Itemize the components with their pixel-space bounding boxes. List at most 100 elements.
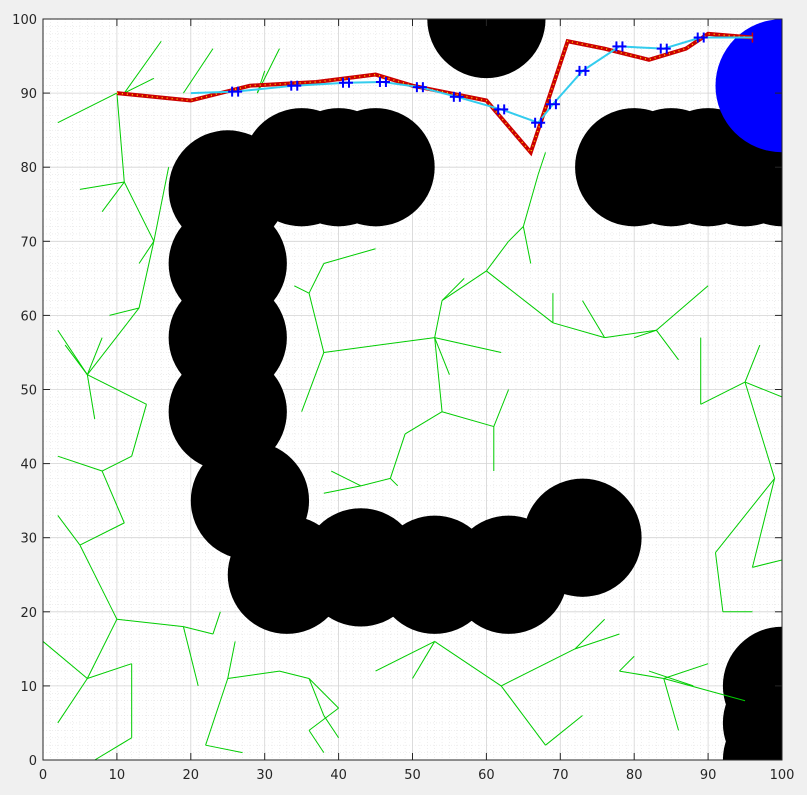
rrt-tree [43,40,782,760]
tree-edge [87,663,132,679]
obstacle-circle [523,478,642,597]
waypoint-marker [228,86,243,97]
waypoint-marker [375,76,390,87]
obstacles [168,19,782,760]
tree-edge [441,277,465,301]
tree-edge [205,678,229,746]
tree-edge [308,263,325,294]
tree-edge [87,374,147,405]
tree-edge [441,270,487,301]
y-tick-label: 80 [20,161,37,176]
tree-edge [360,477,391,487]
tree-edge [123,181,155,242]
tree-edge [308,678,339,709]
waypoint-marker [449,91,464,102]
y-tick-label: 10 [20,680,37,695]
tree-edge [619,655,635,672]
tree-edge [86,307,140,375]
waypoint-marker [338,77,353,88]
tree-edge [101,181,125,212]
waypoint-marker [656,43,671,54]
tree-edge [43,641,88,679]
x-tick-label: 10 [109,768,126,783]
tree-edge [308,678,325,716]
y-tick-label: 70 [20,235,37,250]
waypoint-marker [575,65,590,76]
tree-edge [308,707,339,731]
tree-edge [330,470,361,487]
tree-edge [86,618,118,679]
waypoint-marker [287,80,302,91]
tree-edge [389,478,399,487]
tree-edge [604,329,657,339]
goal-circle [715,19,782,153]
tree-edge [663,678,746,702]
tree-edge [94,737,132,760]
y-tick-label: 20 [20,606,37,621]
tree-edge [545,715,583,746]
tree-edge [205,744,243,754]
y-tick-label: 90 [20,87,37,102]
tree-edge [227,670,280,679]
raw-path-dots [116,33,753,154]
waypoint-marker [531,117,546,128]
tree-edge [714,552,724,612]
tree-edge [752,559,782,568]
tree-edge [574,618,605,650]
tree-edge [648,670,694,687]
tree-edge [116,618,184,628]
tree-edge [182,48,214,94]
y-tick-label: 40 [20,458,37,473]
y-tick-label: 0 [29,754,37,769]
tree-edge [485,241,509,272]
tree-edge [79,181,125,190]
x-tick-labels: 0 10 20 30 40 50 60 70 80 90 100 [39,768,795,783]
y-tick-labels: 0 10 20 30 40 50 60 70 80 90 100 [12,13,37,769]
y-tick-label: 60 [20,309,37,324]
tree-edge [619,670,664,679]
tree-edge [279,670,310,679]
tree-edge [86,374,96,420]
tree-edge [79,522,125,546]
tree-edge [655,329,679,361]
tree-edge [508,226,524,242]
x-tick-label: 30 [256,768,273,783]
tree-edge [101,470,125,524]
tree-edge [434,337,450,375]
tree-edge [663,663,709,679]
waypoints [228,32,708,128]
x-tick-label: 50 [404,768,421,783]
tree-edge [323,485,361,494]
y-tick-label: 30 [20,532,37,547]
tree-edge [634,329,657,339]
tree-edge [138,241,155,264]
y-tick-label: 50 [20,384,37,399]
tree-edge [434,300,443,338]
tree-edge [227,641,236,679]
tree-edge [744,381,776,479]
tree-edge [86,337,103,375]
waypoint-marker [612,41,627,52]
tree-edge [700,381,746,405]
tree-edge [522,226,532,264]
tree-edge [183,626,214,635]
x-tick-label: 80 [626,768,643,783]
tree-edge [308,730,325,753]
x-tick-label: 100 [770,768,795,783]
x-tick-label: 90 [700,768,717,783]
tree-edge [116,93,125,183]
goal-region [715,19,782,153]
tree-edge [434,641,502,687]
tree-edge [574,633,620,650]
tree-edge [131,404,147,457]
tree-edge [486,270,554,324]
tree-edge [434,337,443,412]
x-tick-label: 60 [478,768,495,783]
tree-edge [294,285,310,294]
tree-edge [375,640,435,672]
tree-edge [552,322,605,339]
tree-edge [715,478,776,553]
tree-edge [57,515,81,546]
obstacle-circle [316,108,435,227]
